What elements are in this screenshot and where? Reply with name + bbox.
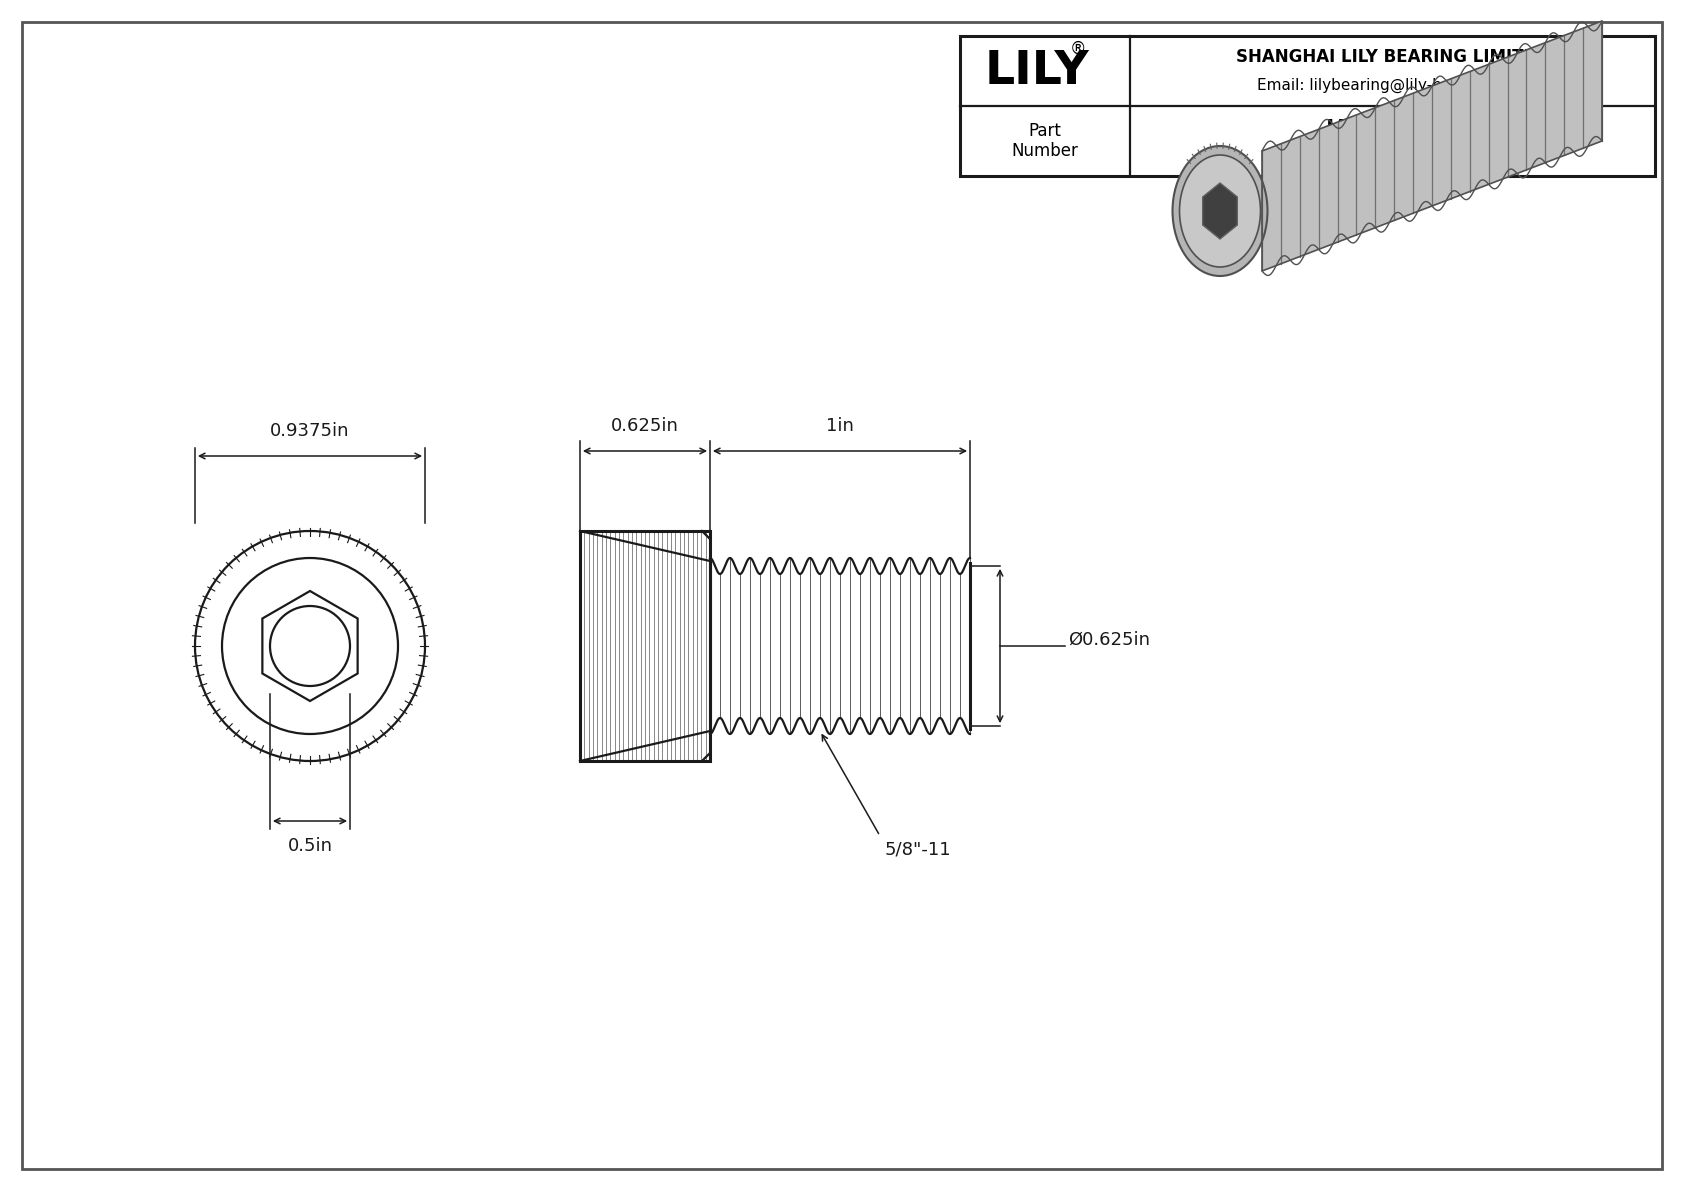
- Text: Ø0.625in: Ø0.625in: [1068, 631, 1150, 649]
- Bar: [579, 531, 711, 761]
- Text: Email: lilybearing@lily-bearing.com: Email: lilybearing@lily-bearing.com: [1256, 77, 1527, 93]
- Text: JABCIAFBA: JABCIAFBA: [1325, 119, 1460, 139]
- Text: 0.5in: 0.5in: [288, 837, 332, 855]
- Bar: [579, 531, 711, 761]
- Polygon shape: [1261, 21, 1601, 272]
- Bar: [960, 36, 1655, 176]
- Circle shape: [269, 606, 350, 686]
- Ellipse shape: [1179, 155, 1261, 267]
- Ellipse shape: [1172, 146, 1268, 276]
- Bar: [711, 556, 970, 736]
- Polygon shape: [1202, 183, 1238, 239]
- Text: 5/8"-11: 5/8"-11: [886, 841, 951, 859]
- Text: 0.9375in: 0.9375in: [269, 422, 350, 439]
- Text: 0.625in: 0.625in: [611, 417, 679, 435]
- Circle shape: [195, 531, 424, 761]
- Text: Part
Number: Part Number: [1012, 121, 1078, 161]
- Text: 1in: 1in: [827, 417, 854, 435]
- Text: LILY: LILY: [985, 49, 1090, 94]
- Text: SHANGHAI LILY BEARING LIMITED: SHANGHAI LILY BEARING LIMITED: [1236, 48, 1549, 66]
- Text: Screws and Bolts: Screws and Bolts: [1322, 146, 1463, 164]
- Text: ®: ®: [1069, 40, 1086, 58]
